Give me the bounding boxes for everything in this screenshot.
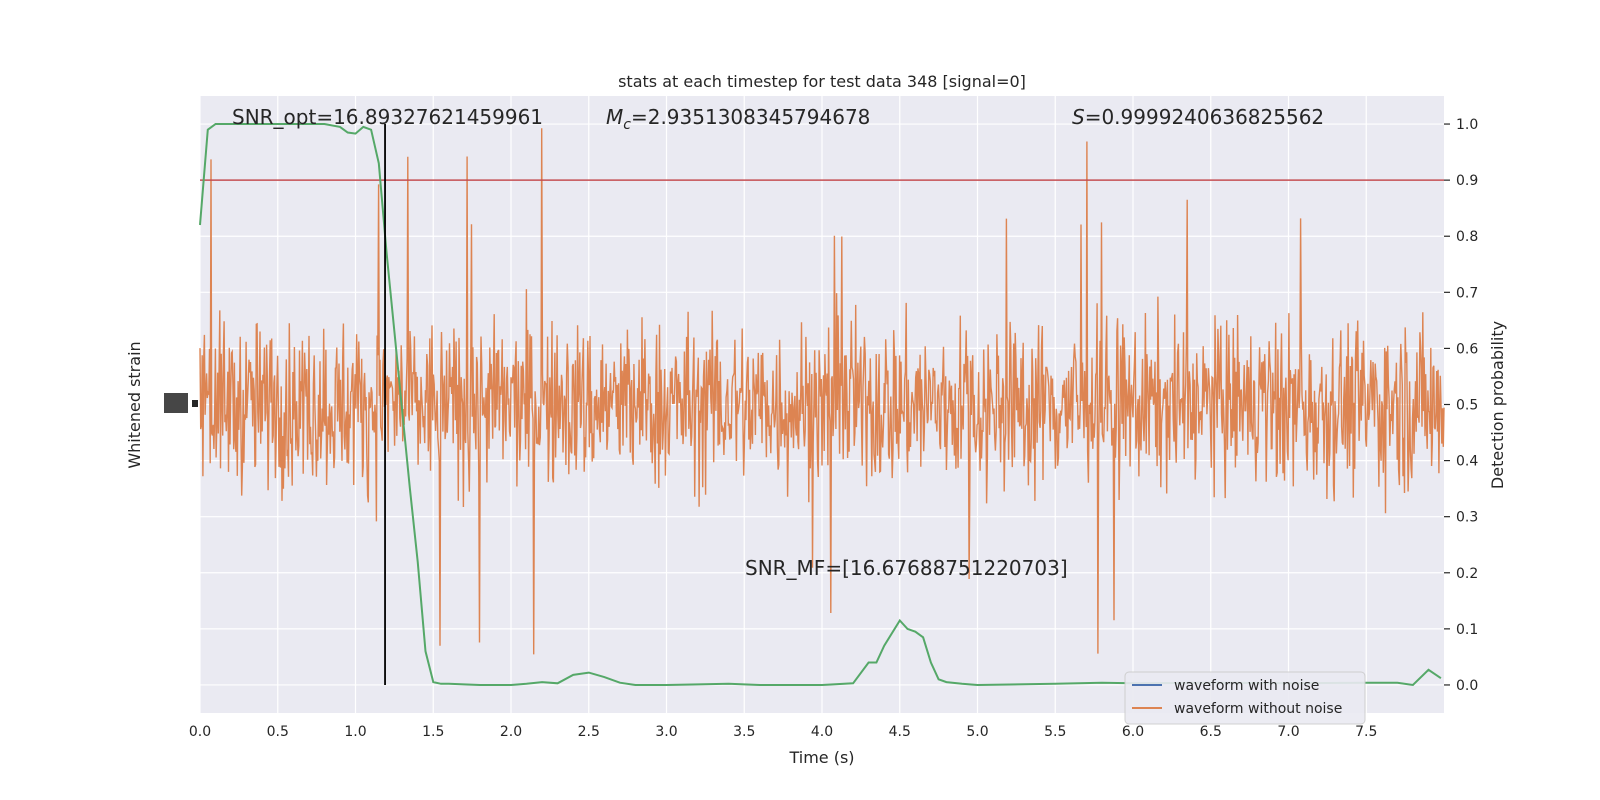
x-axis-ticks: 0.0 0.5 1.0 1.5 2.0 2.5 3.0 3.5 4.0 4.5 5.0 5.5 6.0 6… — [189, 724, 1378, 740]
y-tick-label-9: 0.9 — [1456, 173, 1478, 189]
legend-label-with-noise: waveform with noise — [1174, 678, 1319, 694]
chirp-mass-annotation: Mc=2.9351308345794678 — [606, 105, 870, 133]
y-tick-label-4: 0.4 — [1456, 454, 1478, 470]
legend-label-without-noise: waveform without noise — [1174, 701, 1342, 717]
x-tick-label-12: 6.0 — [1122, 724, 1144, 740]
x-tick-label-9: 4.5 — [889, 724, 911, 740]
x-tick-label-3: 1.5 — [422, 724, 444, 740]
y-tick-label-7: 0.7 — [1456, 285, 1478, 301]
x-tick-label-11: 5.5 — [1044, 724, 1066, 740]
left-tick-mark — [192, 400, 198, 407]
legend: waveform with noise waveform without noi… — [1124, 671, 1366, 725]
x-tick-label-8: 4.0 — [811, 724, 833, 740]
y-axis-right-ticks: 0.0 0.1 0.2 0.3 0.4 0.5 0.6 0.7 0.8 0.9 1.0 — [1444, 117, 1478, 694]
x-tick-label-5: 2.5 — [578, 724, 600, 740]
y-axis-left-label: Whitened strain — [125, 341, 144, 468]
snr-mf-annotation: SNR_MF=[16.67688751220703] — [745, 556, 1068, 580]
y-tick-label-6: 0.6 — [1456, 341, 1478, 357]
x-tick-label-15: 7.5 — [1355, 724, 1377, 740]
y-tick-label-3: 0.3 — [1456, 510, 1478, 526]
x-tick-label-10: 5.0 — [966, 724, 988, 740]
y-tick-label-1: 0.1 — [1456, 622, 1478, 638]
x-tick-label-13: 6.5 — [1200, 724, 1222, 740]
legend-box — [1124, 671, 1366, 725]
x-tick-label-0: 0.0 — [189, 724, 211, 740]
snr-opt-annotation: SNR_opt=16.89327621459961 — [232, 105, 543, 129]
y-tick-label-8: 0.8 — [1456, 229, 1478, 245]
x-tick-label-14: 7.0 — [1277, 724, 1299, 740]
y-tick-label-0: 0.0 — [1456, 678, 1478, 694]
y-tick-label-5: 0.5 — [1456, 398, 1478, 414]
x-tick-label-6: 3.0 — [655, 724, 677, 740]
chart-title: stats at each timestep for test data 348… — [618, 72, 1026, 91]
x-tick-label-2: 1.0 — [344, 724, 366, 740]
y-tick-label-2: 0.2 — [1456, 566, 1478, 582]
x-axis-label: Time (s) — [788, 748, 854, 767]
strain-line — [199, 128, 1445, 655]
x-tick-label-4: 2.0 — [500, 724, 522, 740]
left-tick-cluster — [164, 393, 188, 413]
strain-series — [199, 128, 1445, 655]
overlap-annotation: S=0.9999240636825562 — [1072, 105, 1324, 129]
left-axis-clutter — [164, 393, 198, 413]
y-tick-label-10: 1.0 — [1456, 117, 1478, 133]
x-tick-label-7: 3.5 — [733, 724, 755, 740]
y-axis-right-label: Detection probability — [1488, 321, 1507, 489]
probability-line — [199, 123, 1442, 687]
x-tick-label-1: 0.5 — [267, 724, 289, 740]
probability-series — [199, 123, 1442, 687]
